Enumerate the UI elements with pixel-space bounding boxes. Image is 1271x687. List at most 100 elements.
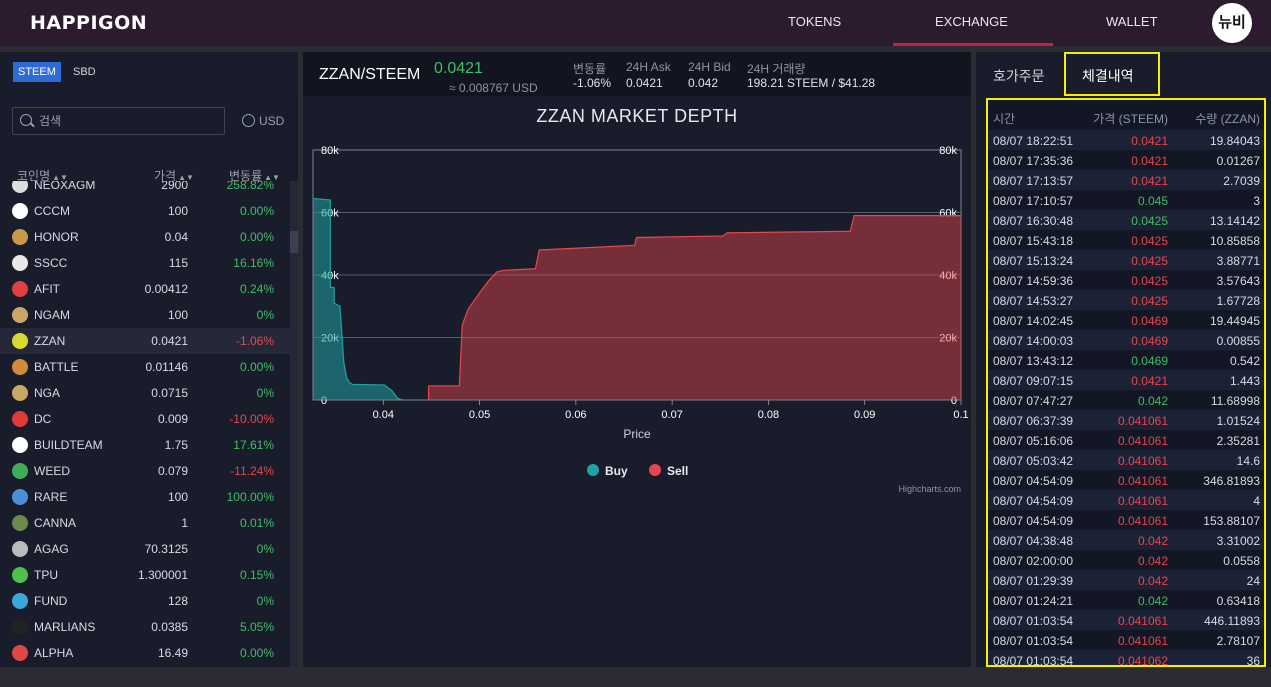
trade-price: 0.0469 [1131, 334, 1168, 348]
coin-search [12, 107, 225, 135]
legend-label-buy[interactable]: Buy [605, 464, 628, 478]
series-area-buy [313, 198, 403, 400]
nav-wallet[interactable]: WALLET [1106, 14, 1158, 29]
x-tick-label: 0.08 [758, 409, 779, 421]
chart-credit[interactable]: Highcharts.com [898, 484, 961, 494]
trade-price: 0.041062 [1117, 654, 1168, 667]
coin-row[interactable]: ALPHA 16.49 0.00% [0, 640, 290, 666]
coin-row[interactable]: BATTLE 0.01146 0.00% [0, 354, 290, 380]
coin-change: -1.06% [235, 334, 274, 348]
tab-sbd[interactable]: SBD [73, 66, 96, 78]
col-coin-name[interactable]: 코인명 ▲▼ [17, 169, 68, 183]
user-avatar[interactable]: 뉴비 [1212, 3, 1252, 43]
tab-steem[interactable]: STEEM [13, 62, 61, 82]
coin-row[interactable]: WEED 0.079 -11.24% [0, 458, 290, 484]
stat-change-value: -1.06% [573, 76, 612, 90]
scrollbar-thumb[interactable] [290, 231, 298, 253]
coin-row[interactable]: BUILDTEAM 1.75 17.61% [0, 432, 290, 458]
coin-list-scrollbar[interactable] [290, 181, 298, 667]
coin-row[interactable]: NGAM 100 0% [0, 302, 290, 328]
nav-tokens[interactable]: TOKENS [788, 14, 842, 29]
coin-price: 100 [167, 204, 188, 218]
col-time: 시간 [993, 112, 1016, 126]
coin-change: 0.00% [239, 360, 274, 374]
trade-price: 0.042 [1137, 594, 1168, 608]
coin-name: MARLIANS [34, 620, 96, 634]
trade-row: 08/07 01:24:21 0.042 0.63418 [988, 590, 1264, 610]
coin-row[interactable]: TPU 1.300001 0.15% [0, 562, 290, 588]
coin-logo-icon [12, 515, 28, 531]
col-change[interactable]: 변동률 ▲▼ [229, 169, 280, 183]
trade-time: 08/07 14:00:03 [993, 334, 1074, 348]
search-input[interactable] [39, 112, 219, 130]
coin-price: 1.75 [164, 438, 188, 452]
coin-row[interactable]: HONOR 0.04 0.00% [0, 224, 290, 250]
coin-logo-icon [12, 645, 28, 661]
coin-row[interactable]: SSCC 115 16.16% [0, 250, 290, 276]
nav-exchange[interactable]: EXCHANGE [935, 14, 1008, 29]
coin-row[interactable]: AFIT 0.00412 0.24% [0, 276, 290, 302]
trade-price: 0.041061 [1117, 414, 1168, 428]
trade-price: 0.042 [1137, 574, 1168, 588]
coin-logo-icon [12, 333, 28, 349]
legend-marker-sell[interactable] [649, 464, 661, 476]
coin-logo-icon [12, 437, 28, 453]
coin-row[interactable]: FUND 128 0% [0, 588, 290, 614]
coin-price: 70.3125 [144, 542, 188, 556]
coin-price: 0.04 [164, 230, 188, 244]
trade-row: 08/07 17:10:57 0.045 3 [988, 190, 1264, 210]
coin-row[interactable]: NEOXAGM 2900 258.82% [0, 181, 290, 198]
coin-row[interactable]: NGA 0.0715 0% [0, 380, 290, 406]
coin-logo-icon [12, 281, 28, 297]
series-area-sell [428, 215, 961, 400]
app-logo[interactable]: HAPPIGON [30, 12, 148, 34]
trade-qty: 3.88771 [1216, 254, 1260, 268]
trade-row: 08/07 17:13:57 0.0421 2.7039 [988, 170, 1264, 190]
stat-bid-label: 24H Bid [688, 60, 731, 74]
coin-logo-icon [12, 203, 28, 219]
legend-marker-buy[interactable] [587, 464, 599, 476]
legend-label-sell[interactable]: Sell [667, 464, 688, 478]
trade-qty: 3.57643 [1216, 274, 1260, 288]
tab-trade-history[interactable]: 체결내역 [1082, 68, 1134, 84]
trade-qty: 19.44945 [1209, 314, 1260, 328]
y-tick-label-left: 80k [321, 145, 339, 157]
coin-name: FUND [34, 594, 68, 608]
trade-price: 0.0425 [1131, 234, 1168, 248]
y-tick-label-right: 20k [939, 333, 957, 345]
coin-price: 115 [168, 256, 188, 270]
coin-change: 0% [256, 542, 274, 556]
trade-qty: 14.6 [1236, 454, 1260, 468]
coin-name: AFIT [34, 282, 60, 296]
tab-orderbook[interactable]: 호가주문 [993, 68, 1045, 84]
trade-qty: 3 [1253, 194, 1260, 208]
coin-logo-icon [12, 489, 28, 505]
y-tick-label-right: 60k [939, 208, 957, 220]
trade-price: 0.0421 [1131, 174, 1168, 188]
x-tick-label: 0.1 [953, 409, 968, 421]
coin-row[interactable]: ZZAN 0.0421 -1.06% [0, 328, 290, 354]
coin-name: CCCM [34, 204, 70, 218]
coin-price: 16.49 [157, 646, 188, 660]
coin-row[interactable]: DC 0.009 -10.00% [0, 406, 290, 432]
coin-row[interactable]: MARLIANS 0.0385 5.05% [0, 614, 290, 640]
trade-row: 08/07 06:37:39 0.041061 1.01524 [988, 410, 1264, 430]
coin-price: 0.0421 [151, 334, 188, 348]
currency-toggle[interactable]: USD [242, 114, 284, 128]
trade-qty: 0.01267 [1216, 154, 1260, 168]
trade-price: 0.0425 [1131, 294, 1168, 308]
coin-price: 0.009 [157, 412, 188, 426]
coin-price: 100 [167, 308, 188, 322]
coin-row[interactable]: CANNA 1 0.01% [0, 510, 290, 536]
coin-row[interactable]: CCCM 100 0.00% [0, 198, 290, 224]
coin-name: WEED [34, 464, 70, 478]
trade-row: 08/07 16:30:48 0.0425 13.14142 [988, 210, 1264, 230]
sort-icon: ▲▼ [264, 173, 280, 182]
trade-price: 0.041061 [1117, 474, 1168, 488]
col-price[interactable]: 가격 ▲▼ [154, 169, 194, 183]
coin-row[interactable]: RARE 100 100.00% [0, 484, 290, 510]
coin-row[interactable]: AGAG 70.3125 0% [0, 536, 290, 562]
market-panel: ZZAN/STEEM 0.0421 ≈ 0.008767 USD 변동률 -1.… [303, 52, 971, 667]
trade-qty: 2.7039 [1223, 174, 1260, 188]
trade-price: 0.041061 [1117, 634, 1168, 648]
